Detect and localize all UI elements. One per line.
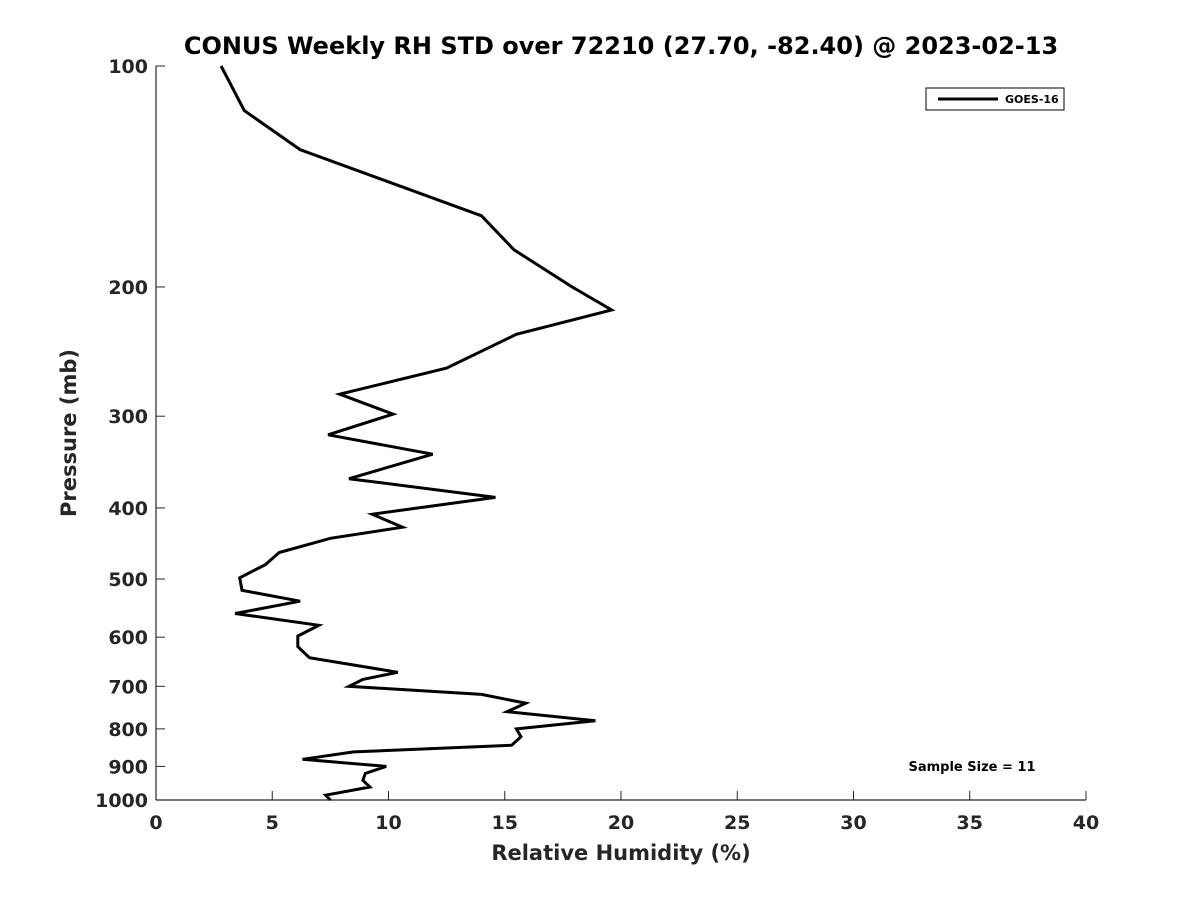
series-line-goes-16 xyxy=(219,65,616,802)
y-axis-ticks: 100 200 300 400 500 600 700 800 900 1000 xyxy=(95,56,165,812)
x-tick-label: 40 xyxy=(1073,812,1099,834)
x-tick-label: 25 xyxy=(724,812,750,834)
sample-size-annotation: Sample Size = 11 xyxy=(908,760,1035,775)
y-tick-label: 400 xyxy=(108,498,148,520)
x-axis-ticks: 0 5 10 15 20 25 30 35 40 xyxy=(149,791,1099,834)
chart-title: CONUS Weekly RH STD over 72210 (27.70, -… xyxy=(184,32,1058,60)
y-tick-label: 300 xyxy=(108,406,148,428)
y-tick-label: 500 xyxy=(108,569,148,591)
x-tick-label: 20 xyxy=(608,812,634,834)
x-axis-label: Relative Humidity (%) xyxy=(491,841,750,865)
series-group xyxy=(219,65,616,802)
y-tick-label: 900 xyxy=(108,756,148,778)
y-tick-label: 800 xyxy=(108,719,148,741)
x-tick-label: 0 xyxy=(149,812,162,834)
y-tick-label: 700 xyxy=(108,676,148,698)
y-tick-label: 1000 xyxy=(95,790,148,812)
x-tick-label: 35 xyxy=(957,812,983,834)
x-tick-label: 15 xyxy=(492,812,518,834)
y-tick-label: 600 xyxy=(108,627,148,649)
legend-entry-goes-16: GOES-16 xyxy=(1005,93,1059,106)
y-axis-label: Pressure (mb) xyxy=(57,349,81,517)
x-tick-label: 10 xyxy=(375,812,401,834)
y-tick-label: 200 xyxy=(108,277,148,299)
x-tick-label: 30 xyxy=(840,812,866,834)
legend: GOES-16 xyxy=(925,87,1065,111)
y-tick-label: 100 xyxy=(108,56,148,78)
x-tick-label: 5 xyxy=(266,812,279,834)
